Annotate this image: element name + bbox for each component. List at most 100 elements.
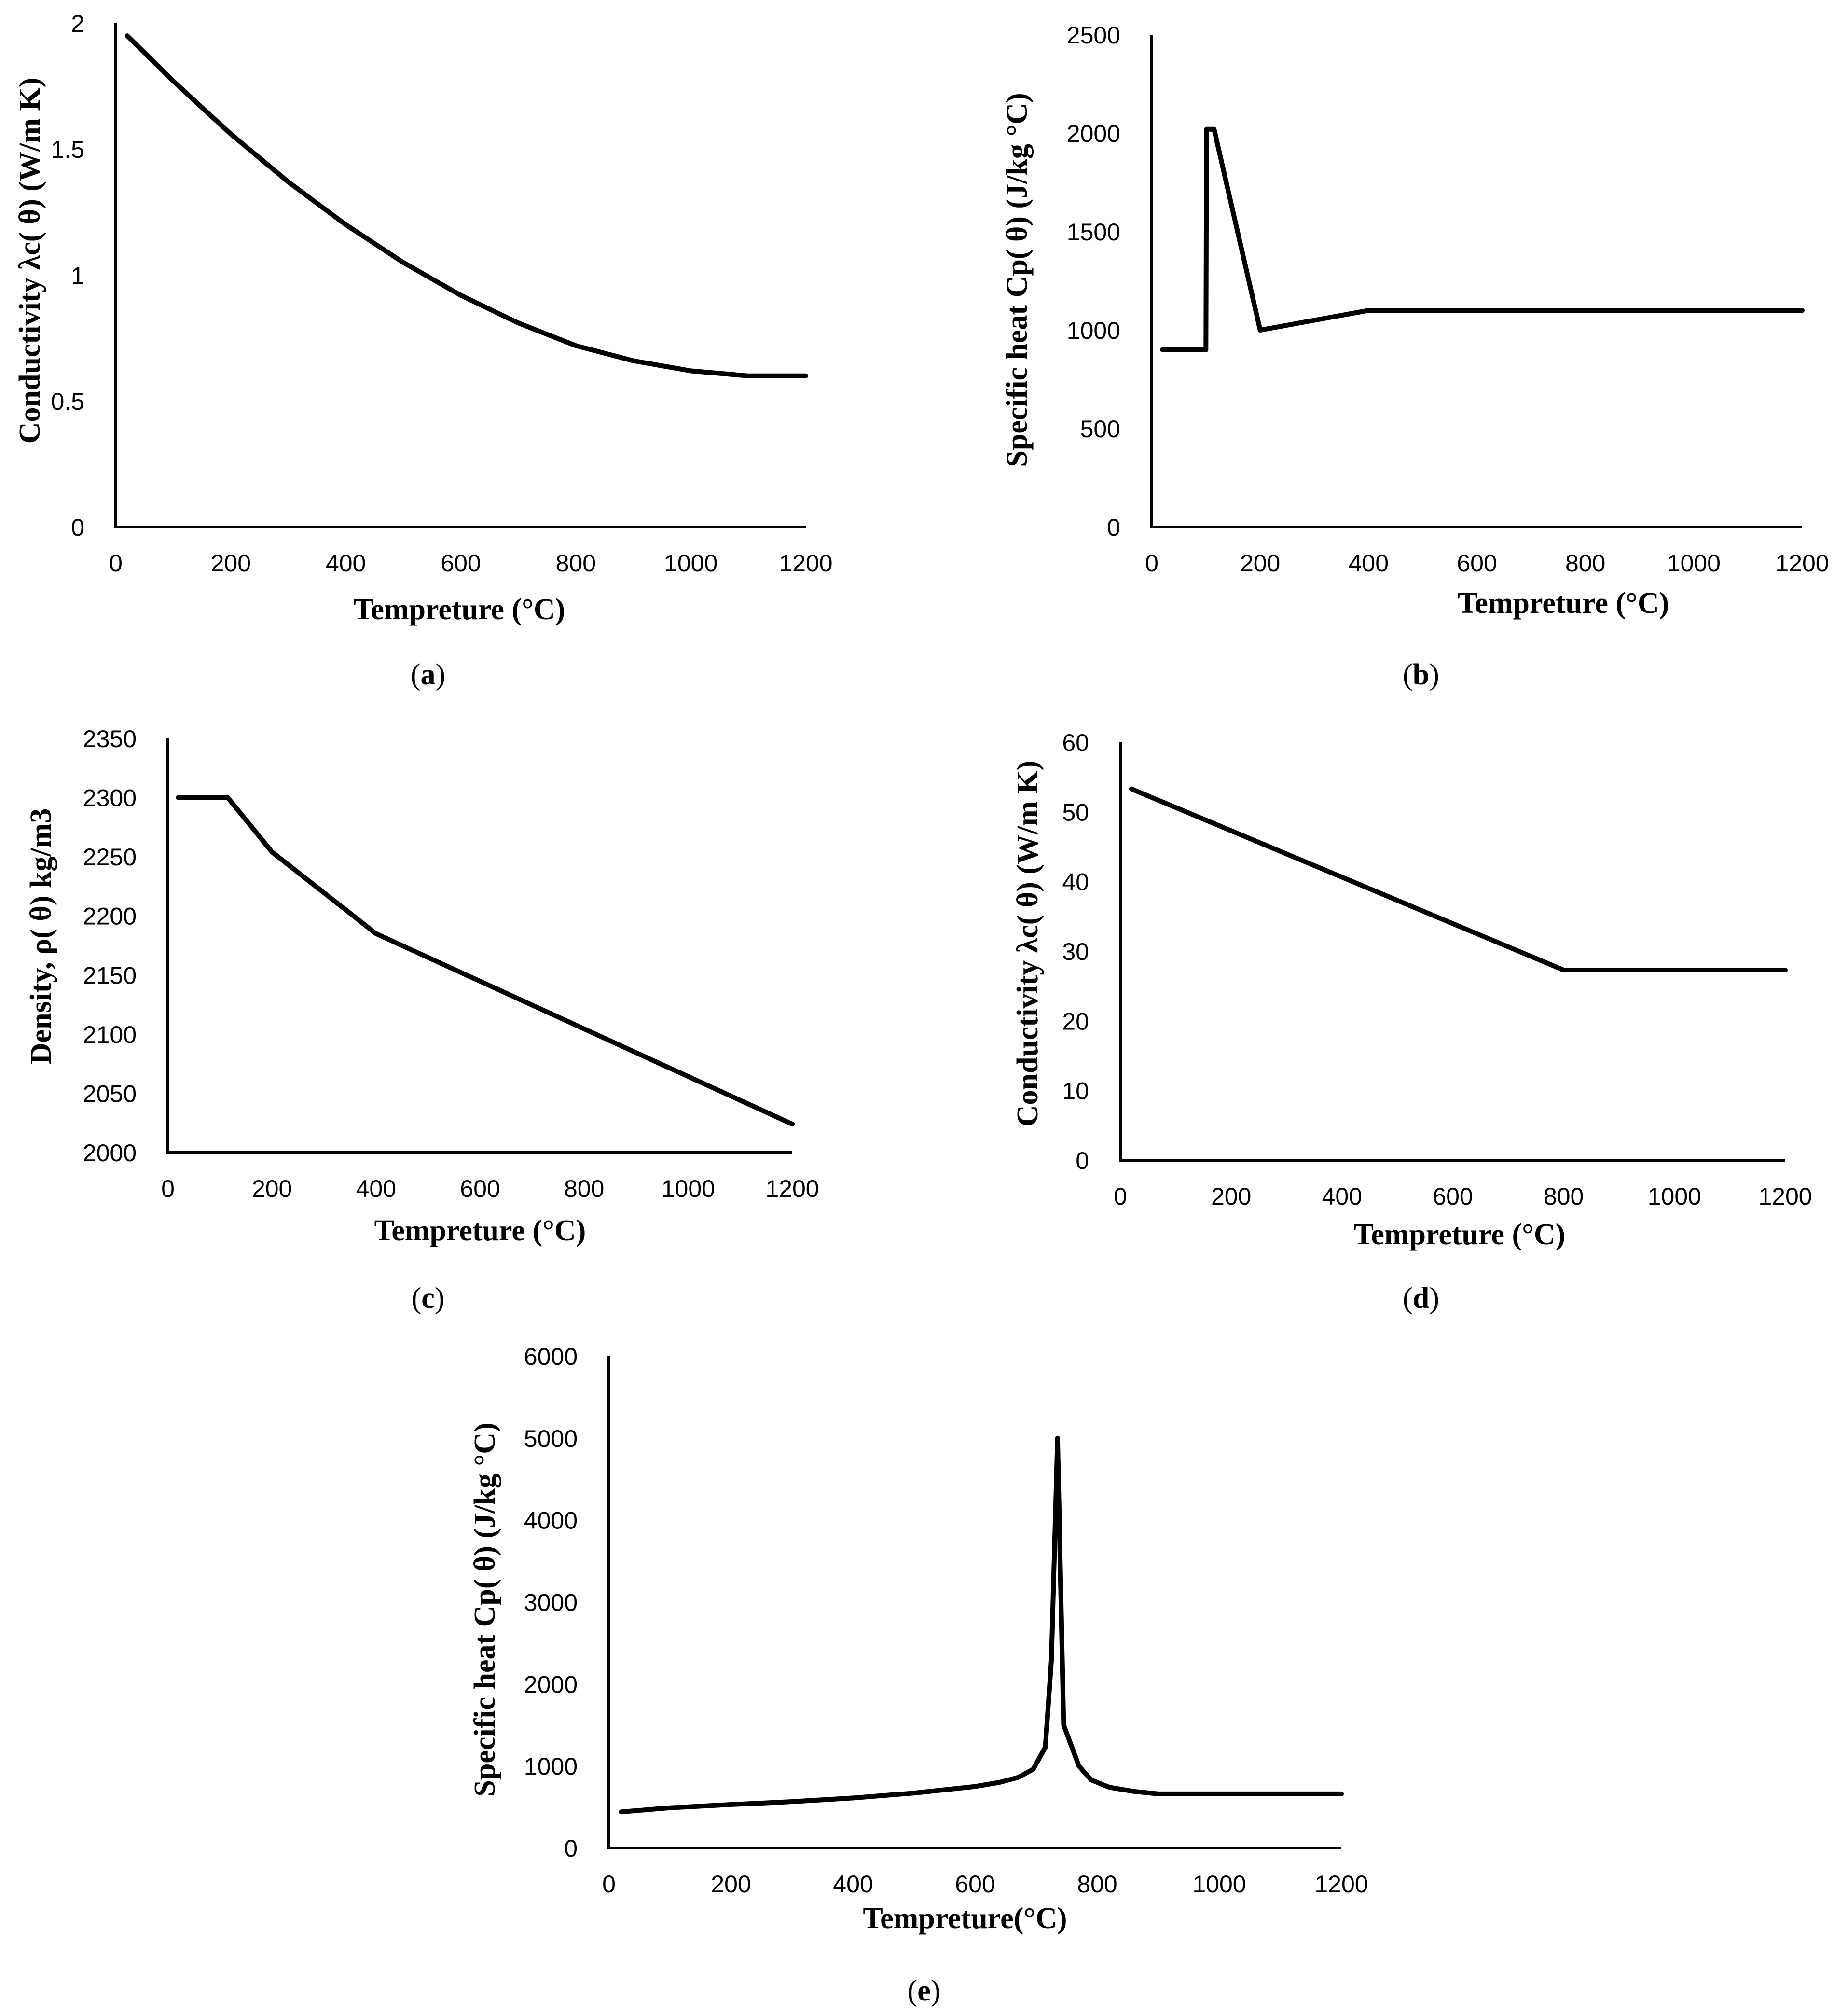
panel-a-x-tick-label: 1000 [664, 550, 717, 577]
panel-c-x-tick-label: 1200 [765, 1175, 819, 1202]
panel-b-caption: (b) [1403, 658, 1439, 691]
panel-d-x-ticks: 0 200 400 600 800 1000 1200 [1114, 1183, 1812, 1210]
panel-a-y-tick-label: 0.5 [51, 388, 84, 415]
panel-b-y-tick-label: 0 [1107, 514, 1120, 541]
panel-c-y-ticks: 2000 2050 2100 2150 2200 2250 2300 2350 [83, 725, 137, 1167]
panel-c-x-tick-label: 400 [356, 1175, 396, 1202]
panel-b-x-tick-label: 800 [1565, 550, 1605, 577]
panel-c-y-tick-label: 2000 [83, 1139, 137, 1167]
panel-d-x-axis-title: Tempreture (°C) [1354, 1218, 1566, 1251]
panel-b-y-axis-title: Specific heat Cp( θ) (J/kg °C) [1001, 93, 1034, 467]
panel-e-axes [607, 1356, 1341, 1849]
panel-e-y-tick-label: 5000 [524, 1425, 578, 1452]
panel-d-y-ticks: 0 10 20 30 40 50 60 [1062, 729, 1089, 1174]
panel-b-y-tick-label: 500 [1080, 416, 1120, 443]
chart-panel-a: 0 200 400 600 800 1000 1200 0 0.5 1 1.5 2 Tempretu… [14, 10, 833, 691]
panel-e-x-tick-label: 800 [1077, 1871, 1117, 1898]
panel-b-x-ticks: 0 200 400 600 800 1000 1200 [1145, 550, 1829, 577]
panel-c-caption: (c) [412, 1282, 445, 1315]
panel-a-y-tick-label: 1.5 [51, 136, 84, 163]
panel-c-y-tick-label: 2150 [83, 962, 137, 989]
panel-d-y-tick-label: 10 [1062, 1078, 1089, 1105]
panel-e-x-tick-label: 600 [955, 1871, 995, 1898]
panel-a-caption-letter: a [421, 658, 436, 691]
panel-c-x-tick-label: 1000 [662, 1175, 715, 1202]
panel-a-y-tick-label: 0 [71, 514, 84, 541]
panel-a-x-tick-label: 400 [326, 550, 366, 577]
chart-panel-c: 0 200 400 600 800 1000 1200 2000 2050 2100 2150 22… [25, 725, 819, 1315]
panel-c-axes [166, 738, 792, 1154]
chart-panel-d: 0 200 400 600 800 1000 1200 0 10 20 30 40 50 60 Temp… [1011, 729, 1812, 1315]
panel-a-x-tick-label: 200 [211, 550, 251, 577]
panel-c-y-tick-label: 2100 [83, 1021, 137, 1048]
panel-a-y-tick-label: 2 [71, 10, 84, 37]
panel-e-x-ticks: 0 200 400 600 800 1000 1200 [602, 1871, 1368, 1898]
panel-c-y-tick-label: 2250 [83, 844, 137, 871]
panel-a-y-axis-title: Conductivity λc( θ) (W/m K) [14, 78, 46, 444]
panel-e-y-tick-label: 6000 [524, 1343, 578, 1370]
panel-d-x-tick-label: 200 [1211, 1183, 1251, 1210]
panel-b-y-tick-label: 2000 [1067, 120, 1120, 147]
panel-e-y-ticks: 0 1000 2000 3000 4000 5000 6000 [524, 1343, 578, 1862]
panel-a-x-tick-label: 1200 [779, 550, 832, 577]
panel-e-y-tick-label: 3000 [524, 1589, 578, 1616]
panel-d-x-tick-label: 400 [1322, 1183, 1362, 1210]
panel-a-x-tick-label: 0 [109, 550, 123, 577]
panel-e-x-tick-label: 0 [602, 1871, 616, 1898]
panel-c-y-tick-label: 2300 [83, 785, 137, 812]
panel-b-x-tick-label: 200 [1240, 550, 1280, 577]
panel-d-y-tick-label: 0 [1076, 1147, 1089, 1174]
panel-e-x-axis-title: Tempreture(°C) [863, 1902, 1067, 1935]
panel-d-x-tick-label: 1000 [1648, 1183, 1701, 1210]
panel-e-caption: (e) [908, 1974, 941, 2007]
panel-d-axes [1119, 742, 1785, 1162]
panel-b-x-tick-label: 1200 [1775, 550, 1829, 577]
panel-d-caption-letter: d [1413, 1282, 1429, 1315]
panel-d-y-tick-label: 40 [1062, 869, 1089, 896]
panel-e-y-tick-label: 2000 [524, 1671, 578, 1698]
panel-b-y-tick-label: 1500 [1067, 219, 1120, 246]
panel-e-y-tick-label: 0 [564, 1835, 578, 1862]
chart-panel-b: 0 200 400 600 800 1000 1200 0 500 1000 1500 2000 25… [1001, 22, 1829, 691]
panel-b-x-tick-label: 1000 [1667, 550, 1721, 577]
panel-d-y-axis-title: Conductivity λc( θ) (W/m K) [1011, 761, 1044, 1127]
panel-d-series-line [1129, 786, 1788, 972]
panel-a-caption: (a) [411, 658, 445, 691]
panel-b-y-tick-label: 2500 [1067, 22, 1120, 49]
panel-e-y-tick-label: 1000 [524, 1753, 578, 1780]
panel-c-y-tick-label: 2050 [83, 1080, 137, 1107]
panel-d-x-tick-label: 0 [1114, 1183, 1127, 1210]
panel-e-series-line [619, 1435, 1344, 1815]
panel-c-x-tick-label: 600 [460, 1175, 500, 1202]
panel-d-caption: (d) [1403, 1282, 1439, 1315]
panel-d-y-tick-label: 20 [1062, 1008, 1089, 1035]
panel-c-y-tick-label: 2200 [83, 903, 137, 930]
panel-c-x-axis-title: Tempreture (°C) [374, 1214, 586, 1247]
panel-b-x-axis-title: Tempreture (°C) [1458, 587, 1669, 620]
panel-b-caption-letter: b [1413, 658, 1429, 691]
panel-d-x-tick-label: 600 [1433, 1183, 1473, 1210]
panel-b-axes [1150, 35, 1802, 528]
panel-a-series-line [124, 33, 808, 378]
panel-d-y-tick-label: 60 [1062, 729, 1089, 756]
panel-a-y-tick-label: 1 [71, 262, 84, 289]
panel-e-caption-letter: e [917, 1974, 931, 2007]
panel-c-caption-letter: c [421, 1282, 435, 1315]
panel-a-x-tick-label: 600 [441, 550, 481, 577]
panel-e-x-tick-label: 400 [833, 1871, 873, 1898]
chart-panel-e: 0 200 400 600 800 1000 1200 0 1000 2000 3000 4000 5… [469, 1343, 1368, 2007]
panel-e-x-tick-label: 1000 [1192, 1871, 1246, 1898]
panel-c-y-axis-title: Density, ρ( θ) kg/m3 [25, 808, 57, 1065]
panel-e-y-axis-title: Specific heat Cp( θ) (J/kg °C) [469, 1422, 501, 1796]
panel-b-x-tick-label: 400 [1349, 550, 1389, 577]
panel-c-x-tick-label: 800 [564, 1175, 604, 1202]
panel-d-y-tick-label: 50 [1062, 799, 1089, 826]
panel-c-x-tick-label: 200 [252, 1175, 292, 1202]
panel-e-y-tick-label: 4000 [524, 1507, 578, 1534]
panel-b-y-tick-label: 1000 [1067, 317, 1120, 344]
panel-a-y-ticks: 0 0.5 1 1.5 2 [51, 10, 84, 541]
panel-b-x-tick-label: 600 [1457, 550, 1497, 577]
panel-d-x-tick-label: 1200 [1758, 1183, 1812, 1210]
panel-b-series-line [1160, 126, 1805, 352]
